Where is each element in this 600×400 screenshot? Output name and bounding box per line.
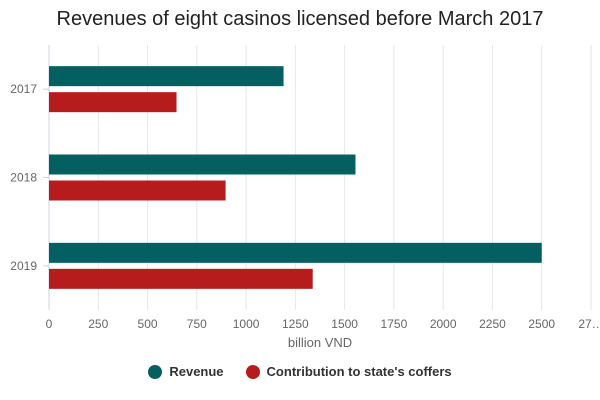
x-tick-label: 27…: [578, 317, 600, 331]
x-tick-label: 1250: [282, 317, 309, 331]
legend: Revenue Contribution to state's coffers: [0, 364, 600, 379]
x-tick-label: 500: [138, 317, 158, 331]
bar-revenue-2019: [49, 242, 542, 263]
bar-contribution-2019: [49, 268, 313, 289]
x-tick-label: 1500: [331, 317, 358, 331]
y-tick-label: 2017: [10, 82, 37, 96]
x-tick-label: 750: [187, 317, 207, 331]
chart-title: Revenues of eight casinos licensed befor…: [56, 8, 544, 30]
y-tick-label: 2019: [10, 259, 37, 273]
legend-item-revenue[interactable]: Revenue: [148, 364, 224, 379]
bar-revenue-2018: [49, 154, 356, 175]
x-tick-label: 250: [88, 317, 108, 331]
x-tick-label: 2500: [528, 317, 555, 331]
x-tick-label: 1000: [233, 317, 260, 331]
y-tick-label: 2018: [10, 171, 37, 185]
x-axis-label: billion VND: [288, 335, 352, 350]
legend-label: Revenue: [169, 364, 224, 379]
revenue-legend-dot-icon: [148, 364, 163, 379]
legend-label: Contribution to state's coffers: [266, 364, 452, 379]
bar-revenue-2017: [49, 66, 284, 87]
x-tick-label: 1750: [381, 317, 408, 331]
bar-contribution-2018: [49, 180, 226, 201]
legend-item-contribution[interactable]: Contribution to state's coffers: [245, 364, 452, 379]
x-tick-label: 2250: [479, 317, 506, 331]
contribution-legend-dot-icon: [245, 364, 260, 379]
bar-contribution-2017: [49, 92, 177, 113]
x-tick-label: 0: [46, 317, 53, 331]
x-tick-label: 2000: [430, 317, 457, 331]
